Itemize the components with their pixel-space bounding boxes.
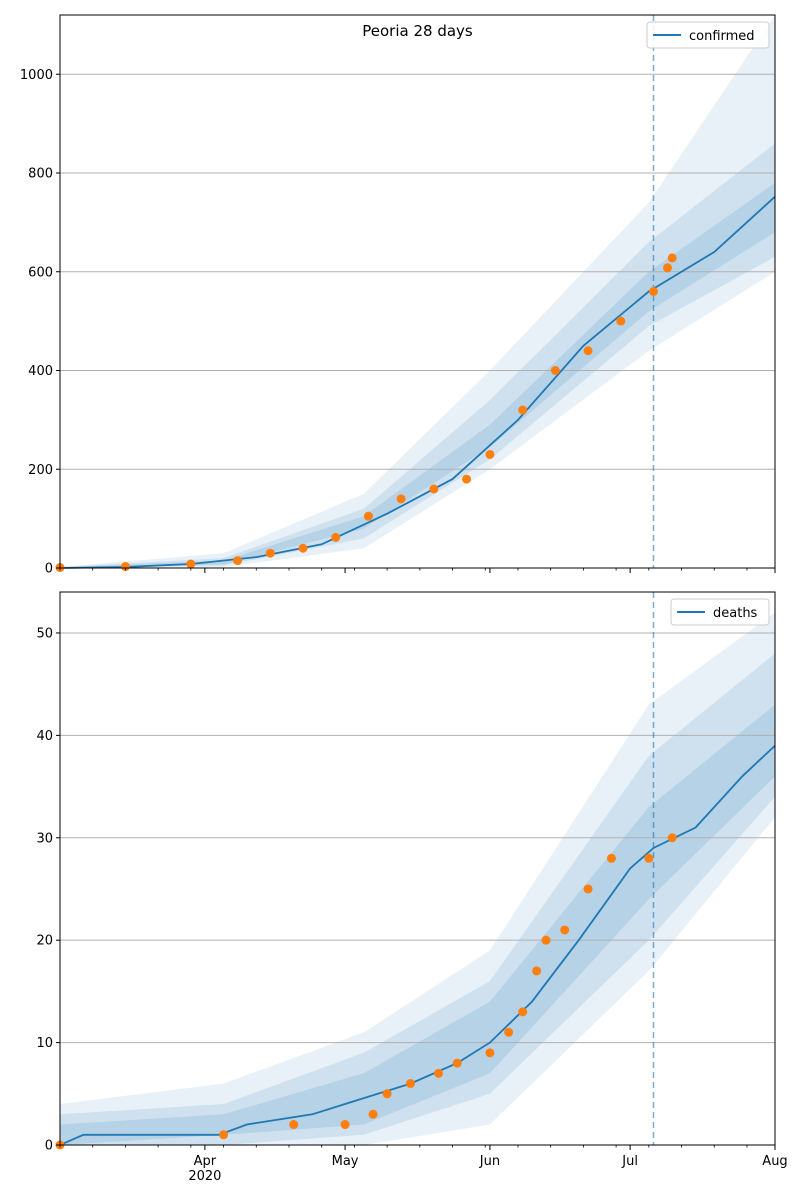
deaths-bands: [60, 612, 775, 1145]
data-point: [583, 884, 593, 894]
data-point: [462, 474, 472, 484]
data-point: [363, 511, 373, 521]
data-point: [265, 548, 275, 558]
x-tick-label: 2020: [188, 1169, 221, 1184]
y-tick-label: 0: [45, 1139, 53, 1154]
data-point: [667, 253, 677, 263]
chart-title: Peoria 28 days: [362, 22, 473, 40]
data-point: [518, 405, 528, 415]
legend-box: [646, 21, 770, 49]
data-point: [663, 263, 673, 273]
y-tick-label: 50: [36, 626, 53, 641]
data-point: [550, 366, 560, 375]
data-point: [532, 966, 542, 976]
band-middle: [60, 143, 775, 568]
data-point: [452, 1058, 462, 1068]
deaths-legend: deaths: [670, 598, 770, 626]
deaths-points: [55, 833, 677, 1150]
data-point: [504, 1027, 514, 1037]
confirmed-axes: 0 200 400 600 800 1000: [20, 14, 776, 577]
data-point: [219, 1130, 229, 1140]
data-point: [298, 543, 308, 553]
band-outer: [60, 612, 775, 1145]
axes-frame: [59, 591, 776, 1146]
data-point: [667, 833, 677, 843]
data-point: [368, 1109, 378, 1119]
confirmed-legend: confirmed: [646, 21, 770, 49]
data-point: [120, 562, 130, 572]
band-middle: [60, 653, 775, 1145]
y-tick-label: 0: [45, 562, 53, 577]
y-tick-label: 1000: [20, 68, 53, 83]
confirmed-panel: 0 200 400 600 800 1000 Peoria 28 days confirm…: [20, 14, 776, 577]
data-point: [644, 853, 654, 863]
axes-frame: [59, 14, 776, 569]
x-tick-label: Aug: [762, 1154, 787, 1169]
data-point: [233, 556, 243, 566]
y-tick-label: 40: [36, 729, 53, 744]
data-point: [429, 484, 439, 494]
y-tick-label: 400: [28, 364, 53, 379]
data-point: [485, 1048, 495, 1058]
data-point: [518, 1007, 528, 1017]
x-tick-label: May: [332, 1154, 359, 1169]
band-inner: [60, 182, 775, 568]
data-point: [434, 1068, 444, 1078]
data-point: [606, 853, 616, 863]
data-point: [616, 316, 626, 326]
x-tick-label: Jun: [479, 1154, 500, 1169]
data-point: [648, 287, 658, 296]
legend-label: deaths: [713, 606, 758, 621]
y-tick-label: 600: [28, 265, 53, 280]
legend-label: confirmed: [689, 29, 755, 44]
data-point: [382, 1089, 392, 1099]
y-tick-label: 200: [28, 463, 53, 478]
y-tick-label: 10: [36, 1036, 53, 1051]
y-tick-label: 30: [36, 831, 53, 846]
data-point: [541, 935, 551, 945]
data-point: [340, 1120, 350, 1130]
x-tick-label: Jul: [621, 1154, 638, 1169]
data-point: [289, 1120, 299, 1130]
y-tick-label: 20: [36, 934, 53, 949]
confirmed-lines: [59, 15, 776, 569]
y-tick-label: 800: [28, 167, 53, 182]
band-outer: [60, 15, 775, 568]
confirmed-points: [55, 253, 677, 573]
data-point: [331, 532, 341, 542]
x-tick-label: Apr: [194, 1154, 217, 1169]
confirmed-bands: [60, 15, 775, 568]
legend-box: [670, 598, 770, 626]
data-point: [485, 449, 495, 459]
data-point: [583, 346, 593, 356]
data-point: [396, 494, 406, 504]
data-point: [560, 925, 570, 935]
data-point: [186, 559, 196, 569]
band-inner: [60, 704, 775, 1145]
series-line-confirmed: [59, 196, 776, 569]
data-point: [405, 1079, 415, 1089]
